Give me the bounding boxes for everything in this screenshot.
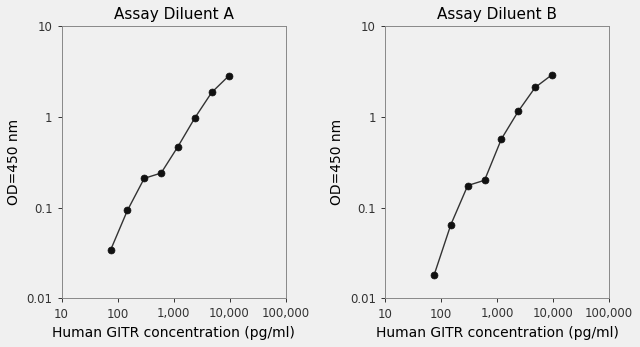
Y-axis label: OD=450 nm: OD=450 nm [7,119,21,205]
X-axis label: Human GITR concentration (pg/ml): Human GITR concentration (pg/ml) [52,326,295,340]
Y-axis label: OD=450 nm: OD=450 nm [330,119,344,205]
X-axis label: Human GITR concentration (pg/ml): Human GITR concentration (pg/ml) [376,326,618,340]
Title: Assay Diluent B: Assay Diluent B [437,7,557,22]
Title: Assay Diluent A: Assay Diluent A [113,7,234,22]
